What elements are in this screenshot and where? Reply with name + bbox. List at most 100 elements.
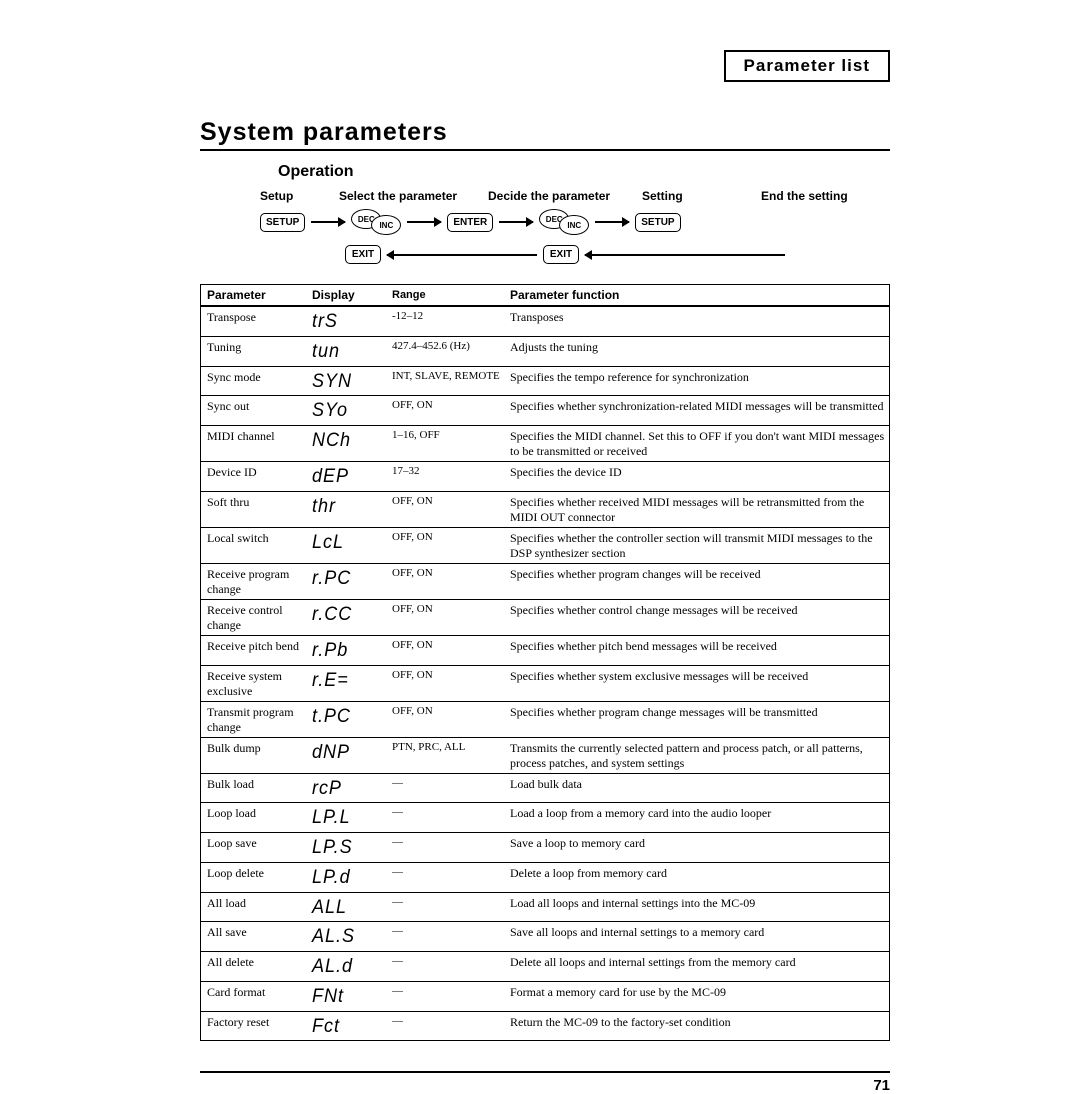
- table-row: Local switchLcLOFF, ONSpecifies whether …: [201, 527, 890, 563]
- arrow-right-icon: [407, 221, 441, 223]
- cell-function: Transmits the currently selected pattern…: [504, 737, 890, 773]
- cell-parameter: Loop delete: [201, 862, 307, 892]
- cell-parameter: Receive system exclusive: [201, 665, 307, 701]
- arrow-right-icon: [499, 221, 533, 223]
- table-row: Loop deleteLP.d—Delete a loop from memor…: [201, 862, 890, 892]
- cell-parameter: Sync out: [201, 396, 307, 426]
- cell-display: trS: [306, 306, 386, 336]
- table-row: Card formatFNt—Format a memory card for …: [201, 981, 890, 1011]
- cell-display: AL.d: [306, 952, 386, 982]
- cell-display: LP.d: [306, 862, 386, 892]
- table-row: Loop loadLP.L—Load a loop from a memory …: [201, 803, 890, 833]
- cell-function: Save a loop to memory card: [504, 833, 890, 863]
- cell-display: rcP: [306, 773, 386, 803]
- dec-inc-control[interactable]: DEC INC: [539, 209, 589, 235]
- cell-display: t.PC: [306, 701, 386, 737]
- cell-parameter: MIDI channel: [201, 426, 307, 462]
- cell-range: —: [386, 833, 504, 863]
- cell-display: thr: [306, 491, 386, 527]
- arrow-right-icon: [595, 221, 629, 223]
- cell-parameter: Loop load: [201, 803, 307, 833]
- cell-parameter: Soft thru: [201, 491, 307, 527]
- th-parameter: Parameter: [201, 285, 307, 307]
- cell-range: 427.4–452.6 (Hz): [386, 336, 504, 366]
- table-row: TransposetrS-12–12Transposes: [201, 306, 890, 336]
- exit-button[interactable]: EXIT: [345, 245, 381, 264]
- cell-function: Delete a loop from memory card: [504, 862, 890, 892]
- cell-parameter: Bulk load: [201, 773, 307, 803]
- table-row: Receive control changer.CCOFF, ONSpecifi…: [201, 599, 890, 635]
- cell-parameter: Transmit program change: [201, 701, 307, 737]
- setup-button-end[interactable]: SETUP: [635, 213, 680, 232]
- cell-parameter: All delete: [201, 952, 307, 982]
- cell-function: Specifies the tempo reference for synchr…: [504, 366, 890, 396]
- cell-parameter: Transpose: [201, 306, 307, 336]
- cell-range: —: [386, 892, 504, 922]
- table-row: Tuningtun427.4–452.6 (Hz)Adjusts the tun…: [201, 336, 890, 366]
- inc-button[interactable]: INC: [559, 215, 589, 235]
- inc-button[interactable]: INC: [371, 215, 401, 235]
- table-row: Receive pitch bendr.PbOFF, ONSpecifies w…: [201, 635, 890, 665]
- cell-display: r.Pb: [306, 635, 386, 665]
- flow-label-select: Select the parameter: [339, 189, 484, 203]
- cell-display: r.E=: [306, 665, 386, 701]
- setup-button[interactable]: SETUP: [260, 213, 305, 232]
- dec-inc-control[interactable]: DEC INC: [351, 209, 401, 235]
- cell-display: r.PC: [306, 563, 386, 599]
- cell-display: AL.S: [306, 922, 386, 952]
- table-row: Receive system exclusiver.E=OFF, ONSpeci…: [201, 665, 890, 701]
- cell-function: Load all loops and internal settings int…: [504, 892, 890, 922]
- flow-label-setting: Setting: [642, 189, 757, 203]
- cell-function: Specifies whether synchronization-relate…: [504, 396, 890, 426]
- cell-function: Load bulk data: [504, 773, 890, 803]
- table-row: Sync outSYoOFF, ONSpecifies whether sync…: [201, 396, 890, 426]
- table-row: All loadALL—Load all loops and internal …: [201, 892, 890, 922]
- flow-label-decide: Decide the parameter: [488, 189, 638, 203]
- cell-range: —: [386, 952, 504, 982]
- cell-range: OFF, ON: [386, 563, 504, 599]
- cell-range: PTN, PRC, ALL: [386, 737, 504, 773]
- cell-range: OFF, ON: [386, 527, 504, 563]
- cell-function: Specifies whether pitch bend messages wi…: [504, 635, 890, 665]
- cell-display: tun: [306, 336, 386, 366]
- cell-parameter: Sync mode: [201, 366, 307, 396]
- table-row: Soft thruthrOFF, ONSpecifies whether rec…: [201, 491, 890, 527]
- table-row: Device IDdEP17–32Specifies the device ID: [201, 462, 890, 492]
- cell-function: Delete all loops and internal settings f…: [504, 952, 890, 982]
- flow-label-setup: Setup: [260, 189, 335, 203]
- table-row: Sync modeSYNINT, SLAVE, REMOTESpecifies …: [201, 366, 890, 396]
- cell-function: Specifies whether program changes will b…: [504, 563, 890, 599]
- table-row: Receive program changer.PCOFF, ONSpecifi…: [201, 563, 890, 599]
- cell-range: 17–32: [386, 462, 504, 492]
- cell-display: dEP: [306, 462, 386, 492]
- cell-display: r.CC: [306, 599, 386, 635]
- enter-button[interactable]: ENTER: [447, 213, 493, 232]
- cell-display: Fct: [306, 1011, 386, 1041]
- cell-range: OFF, ON: [386, 491, 504, 527]
- cell-range: —: [386, 981, 504, 1011]
- cell-parameter: Receive pitch bend: [201, 635, 307, 665]
- table-row: Bulk dumpdNPPTN, PRC, ALLTransmits the c…: [201, 737, 890, 773]
- cell-range: —: [386, 773, 504, 803]
- cell-function: Save all loops and internal settings to …: [504, 922, 890, 952]
- cell-range: OFF, ON: [386, 635, 504, 665]
- flow-label-end: End the setting: [761, 189, 848, 203]
- parameter-table: Parameter Display Range Parameter functi…: [200, 284, 890, 1041]
- cell-function: Specifies whether control change message…: [504, 599, 890, 635]
- th-function: Parameter function: [504, 285, 890, 307]
- cell-range: —: [386, 862, 504, 892]
- cell-function: Transposes: [504, 306, 890, 336]
- section-title: System parameters: [200, 118, 890, 151]
- cell-parameter: Device ID: [201, 462, 307, 492]
- cell-range: OFF, ON: [386, 396, 504, 426]
- cell-display: FNt: [306, 981, 386, 1011]
- cell-function: Specifies whether program change message…: [504, 701, 890, 737]
- cell-range: OFF, ON: [386, 665, 504, 701]
- cell-function: Specifies whether system exclusive messa…: [504, 665, 890, 701]
- arrow-right-icon: [311, 221, 345, 223]
- exit-button[interactable]: EXIT: [543, 245, 579, 264]
- cell-parameter: Factory reset: [201, 1011, 307, 1041]
- cell-parameter: All load: [201, 892, 307, 922]
- cell-range: —: [386, 922, 504, 952]
- cell-range: -12–12: [386, 306, 504, 336]
